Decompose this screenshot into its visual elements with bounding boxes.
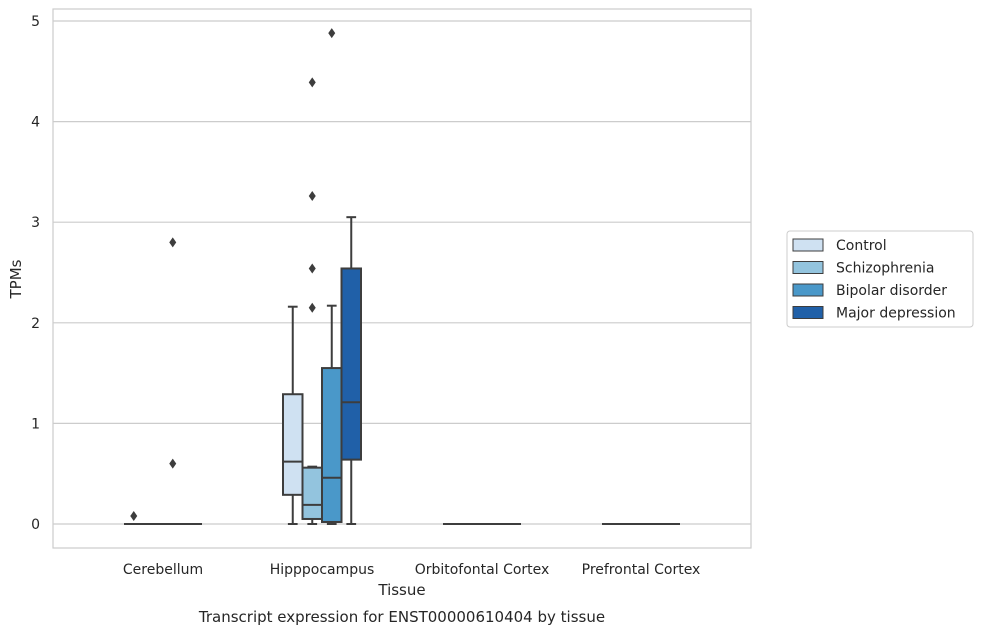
y-tick-label-3: 3 xyxy=(31,215,40,231)
box-body xyxy=(301,466,323,520)
outlier-point xyxy=(308,263,316,274)
legend-swatch-0 xyxy=(792,238,824,252)
legend-label-3: Major depression xyxy=(836,306,956,322)
x-tick-label-3: Prefrontal Cortex xyxy=(582,562,701,578)
x-axis-label: Tissue xyxy=(377,581,425,599)
x-tick-labels: Cerebellum Hipppocampus Orbitofontal Corte… xyxy=(123,562,700,578)
boxes xyxy=(124,28,680,525)
y-tick-label-4: 4 xyxy=(31,115,40,131)
legend-label-1: Schizophrenia xyxy=(836,261,934,277)
grid-lines xyxy=(53,20,751,525)
y-axis-label: TPMs xyxy=(7,259,25,299)
box-body xyxy=(340,267,362,461)
legend-swatch-2 xyxy=(792,283,824,297)
box-body xyxy=(321,367,343,523)
plot-frame xyxy=(52,8,752,549)
box-1-1 xyxy=(301,77,323,525)
box-2-1 xyxy=(321,28,343,525)
y-tick-label-1: 1 xyxy=(31,416,40,432)
box-0-0 xyxy=(124,510,144,525)
x-tick-label-0: Cerebellum xyxy=(123,562,203,578)
outlier-point xyxy=(130,510,138,521)
outlier-point xyxy=(308,77,316,88)
legend: Control Schizophrenia Bipolar disorder Majo… xyxy=(786,230,974,328)
legend-label-0: Control xyxy=(836,238,887,254)
outlier-point xyxy=(169,237,177,248)
y-tick-labels: 0 1 2 3 4 5 xyxy=(31,14,40,533)
x-tick-label-1: Hipppocampus xyxy=(270,562,375,578)
y-tick-label-0: 0 xyxy=(31,517,40,533)
chart-caption: Transcript expression for ENST0000061040… xyxy=(198,608,605,626)
legend-label-2: Bipolar disorder xyxy=(836,283,947,299)
y-tick-label-2: 2 xyxy=(31,316,40,332)
box-3-1 xyxy=(340,216,362,525)
x-tick-label-2: Orbitofontal Cortex xyxy=(415,562,550,578)
outlier-point xyxy=(169,458,177,469)
legend-frame xyxy=(786,230,974,328)
y-tick-label-5: 5 xyxy=(31,14,40,30)
outlier-point xyxy=(308,302,316,313)
outlier-point xyxy=(328,28,336,39)
box-2-0 xyxy=(163,237,183,525)
outlier-point xyxy=(308,191,316,202)
box-0-1 xyxy=(282,305,304,525)
legend-swatch-3 xyxy=(792,306,824,319)
legend-swatch-1 xyxy=(792,261,824,274)
box-body xyxy=(282,393,304,496)
